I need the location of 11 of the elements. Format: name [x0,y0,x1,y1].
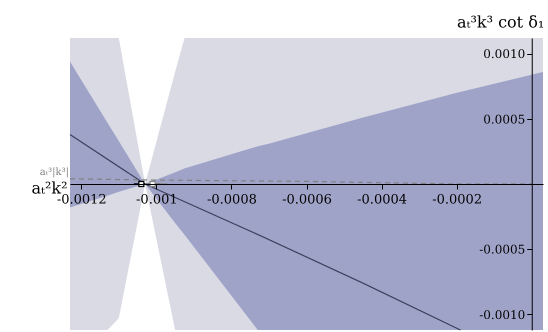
y-tick-label: -0.0005 [479,242,526,257]
y-tick-label: 0.0010 [483,47,526,62]
y-axis-title: aₜ³k³ cot δ₁ [456,12,544,32]
x-tick-label: -0.001 [136,192,178,208]
x-tick-label: -0.0004 [357,192,408,208]
series-label: aₜ³|k³| [40,166,69,178]
x-tick-label: -0.0008 [206,192,257,208]
y-tick-label: -0.0010 [479,308,526,322]
x-tick-label: -0.0002 [432,192,482,208]
y-tick-label: 0.0005 [483,112,526,126]
x-tick-label: -0.0006 [282,192,332,208]
